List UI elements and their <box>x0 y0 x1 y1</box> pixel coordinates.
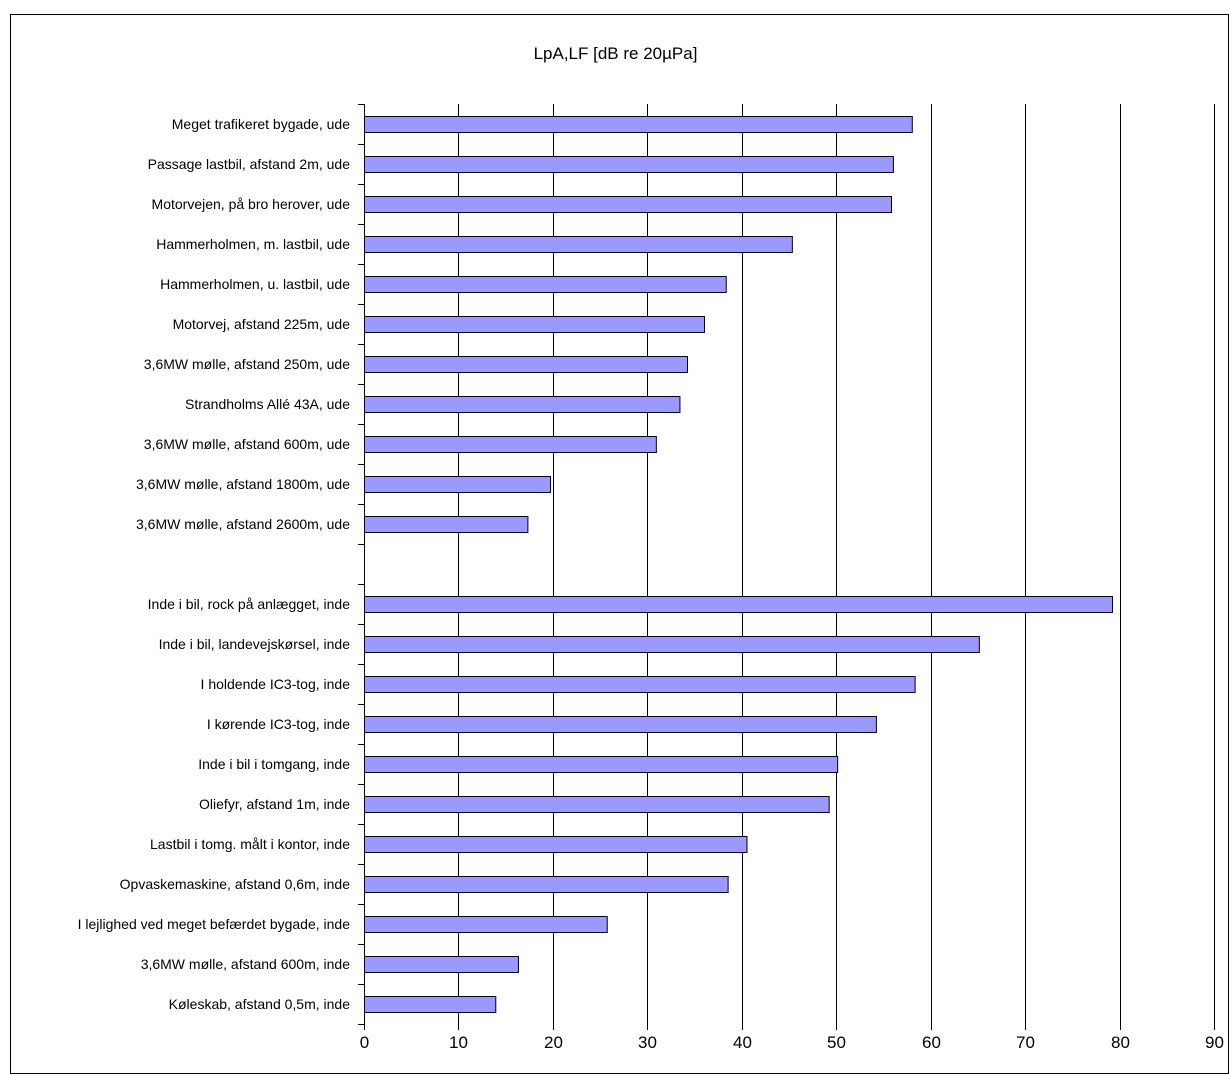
bar-20 <box>364 916 608 933</box>
bar-16 <box>364 756 839 773</box>
category-label-4: Hammerholmen, u. lastbil, ude <box>160 276 350 292</box>
bar-8 <box>364 436 657 453</box>
bar-9 <box>364 476 552 493</box>
bar-0 <box>364 116 913 133</box>
x-tick-label-8: 80 <box>1111 1033 1130 1052</box>
category-label-21: 3,6MW mølle, afstand 600m, inde <box>141 956 351 972</box>
bar-7 <box>364 396 681 413</box>
x-tick-label-1: 10 <box>449 1033 468 1052</box>
bar-18 <box>364 836 748 853</box>
x-tick-label-2: 20 <box>544 1033 563 1052</box>
bar-21 <box>364 956 519 973</box>
category-label-17: Oliefyr, afstand 1m, inde <box>199 796 350 812</box>
bar-2 <box>364 196 892 213</box>
category-label-19: Opvaskemaskine, afstand 0,6m, inde <box>120 876 351 892</box>
chart-title: LpA,LF [dB re 20µPa] <box>533 44 698 63</box>
category-label-10: 3,6MW mølle, afstand 2600m, ude <box>136 516 350 532</box>
x-tick-label-0: 0 <box>360 1033 369 1052</box>
x-tick-label-3: 30 <box>638 1033 657 1052</box>
category-label-22: Køleskab, afstand 0,5m, inde <box>169 996 351 1012</box>
bar-13 <box>364 636 980 653</box>
bar-4 <box>364 276 727 293</box>
category-label-20: I lejlighed ved meget befærdet bygade, i… <box>78 916 351 932</box>
category-label-1: Passage lastbil, afstand 2m, ude <box>148 156 351 172</box>
category-label-0: Meget trafikeret bygade, ude <box>172 116 350 132</box>
bar-5 <box>364 316 705 333</box>
x-tick-label-5: 50 <box>827 1033 846 1052</box>
category-label-12: Inde i bil, rock på anlægget, inde <box>148 596 351 612</box>
category-label-8: 3,6MW mølle, afstand 600m, ude <box>144 436 350 452</box>
category-label-9: 3,6MW mølle, afstand 1800m, ude <box>136 476 350 492</box>
bar-6 <box>364 356 688 373</box>
bar-3 <box>364 236 793 253</box>
category-label-6: 3,6MW mølle, afstand 250m, ude <box>144 356 350 372</box>
bar-15 <box>364 716 877 733</box>
category-label-13: Inde i bil, landevejskørsel, inde <box>159 636 351 652</box>
x-tick-label-6: 60 <box>922 1033 941 1052</box>
category-label-2: Motorvejen, på bro herover, ude <box>152 196 351 212</box>
category-label-16: Inde i bil i tomgang, inde <box>198 756 350 772</box>
bar-14 <box>364 676 916 693</box>
category-label-3: Hammerholmen, m. lastbil, ude <box>156 236 350 252</box>
category-label-14: I holdende IC3-tog, inde <box>201 676 351 692</box>
bar-10 <box>364 516 529 533</box>
bar-1 <box>364 156 894 173</box>
category-label-7: Strandholms Allé 43A, ude <box>185 396 350 412</box>
x-tick-label-7: 70 <box>1016 1033 1035 1052</box>
bar-19 <box>364 876 729 893</box>
bar-12 <box>364 596 1113 613</box>
category-label-5: Motorvej, afstand 225m, ude <box>173 316 351 332</box>
bar-22 <box>364 996 497 1013</box>
bar-17 <box>364 796 830 813</box>
x-tick-label-9: 90 <box>1205 1033 1224 1052</box>
category-label-15: I kørende IC3-tog, inde <box>207 716 350 732</box>
category-label-18: Lastbil i tomg. målt i kontor, inde <box>150 836 350 852</box>
x-tick-label-4: 40 <box>733 1033 752 1052</box>
